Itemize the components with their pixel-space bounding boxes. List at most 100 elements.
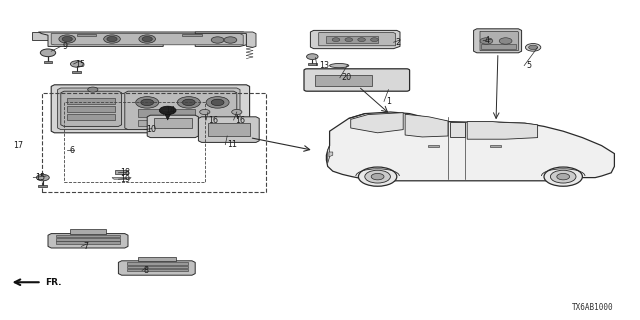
Bar [182,34,202,36]
Text: 17: 17 [13,141,23,150]
Bar [42,93,266,192]
Text: 1: 1 [386,97,391,106]
Text: 16: 16 [236,116,246,124]
Circle shape [358,167,397,186]
Bar [154,118,192,128]
Bar [170,109,195,117]
Polygon shape [195,32,256,47]
Bar [67,106,115,112]
Text: 18: 18 [120,168,131,177]
Polygon shape [32,32,64,40]
Text: 10: 10 [146,125,156,134]
Bar [67,98,115,104]
Circle shape [345,38,353,42]
Polygon shape [51,34,243,45]
Text: 16: 16 [208,116,218,124]
Circle shape [224,37,237,43]
Text: TX6AB1000: TX6AB1000 [572,303,613,312]
Circle shape [480,38,493,44]
Circle shape [141,99,154,106]
Text: 11: 11 [227,140,237,149]
Polygon shape [58,88,240,130]
Circle shape [371,173,384,180]
Text: FR.: FR. [45,278,61,287]
Text: 8: 8 [144,266,149,275]
Circle shape [40,49,56,57]
Circle shape [499,38,512,44]
Circle shape [358,38,365,42]
Circle shape [211,99,224,106]
Text: 15: 15 [76,60,86,68]
Polygon shape [38,32,246,46]
Text: 13: 13 [319,61,329,70]
Circle shape [550,170,576,183]
Polygon shape [112,178,131,179]
Bar [490,145,501,147]
Circle shape [177,97,200,108]
Circle shape [142,36,152,42]
Bar [38,185,47,187]
Polygon shape [319,33,396,46]
Circle shape [107,36,117,42]
Polygon shape [329,152,333,157]
Polygon shape [48,234,128,248]
Circle shape [136,97,159,108]
Circle shape [557,173,570,180]
Bar [67,114,115,120]
Text: 19: 19 [120,175,131,184]
Circle shape [104,35,120,43]
Text: 5: 5 [526,61,531,70]
Circle shape [365,170,390,183]
Polygon shape [450,122,465,137]
Circle shape [529,45,538,50]
Bar [127,269,188,271]
Circle shape [59,35,76,43]
Circle shape [211,37,224,43]
Polygon shape [351,113,403,133]
Text: 20: 20 [342,73,352,82]
Polygon shape [405,114,448,137]
Bar [138,120,202,126]
Bar [77,34,96,36]
Bar [56,241,120,244]
Circle shape [200,109,210,115]
Bar [208,123,250,136]
Bar [127,262,188,265]
Polygon shape [474,29,522,53]
Polygon shape [310,30,400,49]
Circle shape [371,38,378,42]
Polygon shape [328,146,330,163]
Bar [72,71,81,73]
Polygon shape [125,91,237,130]
Polygon shape [147,115,198,138]
Circle shape [182,99,195,106]
Text: 7: 7 [83,242,88,251]
Bar [315,75,372,86]
Polygon shape [480,31,518,51]
Polygon shape [165,114,170,120]
Ellipse shape [330,64,349,68]
Polygon shape [61,91,122,126]
Text: 15: 15 [35,173,45,182]
Bar [326,36,378,43]
Bar [115,170,128,174]
Bar [308,63,317,65]
Bar [64,102,205,182]
Circle shape [332,38,340,42]
Polygon shape [118,261,195,275]
Circle shape [544,167,582,186]
Bar [44,61,52,63]
Text: 2: 2 [396,38,401,47]
Polygon shape [467,122,538,139]
FancyBboxPatch shape [304,69,410,91]
Polygon shape [198,117,259,142]
Bar [56,235,120,237]
Circle shape [307,54,318,60]
Circle shape [36,174,49,181]
Circle shape [88,87,98,92]
Text: 9: 9 [63,42,68,51]
Text: 6: 6 [69,146,74,155]
Circle shape [206,97,229,108]
Polygon shape [326,112,614,181]
Circle shape [62,36,72,42]
